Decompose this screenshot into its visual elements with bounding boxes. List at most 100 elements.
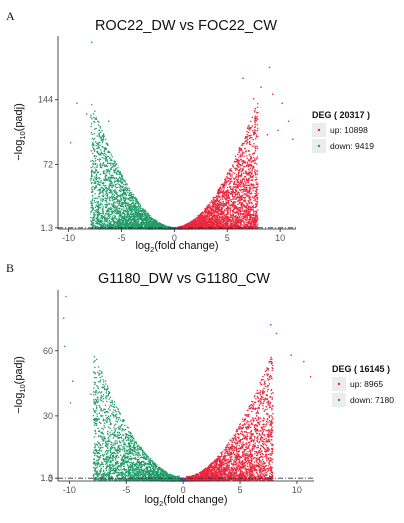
point-down (110, 210, 112, 213)
panel-a-letter: A (6, 9, 15, 23)
point-down (97, 223, 100, 225)
point-down (92, 146, 94, 148)
point-up (253, 184, 255, 187)
point-down (117, 178, 120, 180)
point-down (113, 172, 115, 174)
point-down (121, 186, 123, 188)
point-down (115, 207, 117, 209)
point-up (225, 218, 228, 221)
point-down (93, 220, 95, 222)
point-down (103, 154, 105, 157)
point-down (139, 204, 142, 206)
point-down (124, 193, 127, 196)
point-down (106, 160, 109, 163)
point-down (105, 199, 107, 202)
point-down (94, 225, 97, 227)
point-down (94, 197, 96, 200)
point-up (240, 149, 243, 151)
point-up (246, 155, 248, 157)
point-down (114, 202, 116, 204)
point-down (95, 173, 98, 176)
point-down (98, 193, 100, 195)
point-down (116, 196, 118, 199)
point-down (92, 139, 95, 141)
point-down (93, 224, 95, 227)
point-down (125, 216, 127, 219)
point-down (130, 209, 133, 211)
point-down (127, 219, 130, 222)
point-up (250, 173, 253, 176)
point-down (110, 221, 112, 223)
point-down (155, 221, 157, 224)
point-down (95, 174, 98, 177)
point-down (108, 217, 111, 219)
point-down (114, 217, 116, 219)
point-down (124, 210, 127, 213)
point-down (135, 208, 138, 210)
point-down (129, 218, 131, 221)
point-up (241, 198, 244, 201)
point-down (113, 169, 116, 172)
point-down (101, 156, 104, 159)
point-down (120, 179, 122, 181)
point-down (91, 117, 93, 120)
point-up (248, 153, 250, 156)
point-down (127, 191, 129, 194)
point-down (99, 190, 101, 192)
point-down (99, 144, 101, 146)
point-up (253, 199, 255, 202)
point-down (109, 164, 112, 166)
point-up (237, 203, 239, 206)
point-down (104, 138, 107, 141)
point-down (116, 225, 118, 227)
point-down (140, 217, 143, 220)
point-down (114, 205, 117, 207)
point-down (90, 210, 92, 213)
point-down (138, 214, 140, 216)
point-down (116, 186, 119, 189)
point-down (137, 210, 139, 212)
point-up (218, 220, 221, 222)
point-down (91, 159, 94, 162)
point-up (254, 109, 256, 112)
point-up (252, 138, 254, 141)
point-down (99, 204, 101, 207)
point-down (92, 113, 95, 115)
point-down (113, 160, 115, 162)
point-up (248, 170, 250, 172)
point-down (102, 135, 104, 138)
point-down (111, 220, 113, 223)
point-down (93, 116, 95, 118)
point-down (144, 219, 146, 222)
point-down (120, 225, 122, 227)
point-down (106, 208, 109, 211)
point-up (256, 102, 259, 105)
point-down (90, 223, 92, 226)
point-down (111, 212, 114, 215)
point-down (92, 143, 94, 146)
point-down (123, 180, 125, 182)
point-down (104, 214, 106, 217)
point-down (91, 137, 94, 139)
point-down (123, 192, 126, 195)
point-down (118, 214, 121, 216)
point-down (154, 220, 156, 223)
point-down (162, 225, 165, 227)
point-nodiff (175, 227, 178, 229)
point-down (107, 215, 109, 218)
point-down (103, 150, 106, 152)
point-down (108, 188, 110, 191)
point-up (243, 152, 245, 154)
point-down (120, 194, 123, 196)
point-down (129, 206, 132, 208)
point-down (97, 124, 100, 127)
point-down (124, 201, 126, 203)
point-down (107, 207, 110, 210)
point-down (97, 213, 99, 215)
point-down (103, 178, 105, 180)
point-down (95, 118, 97, 120)
point-down (98, 158, 101, 161)
point-up (228, 183, 230, 185)
point-down (124, 213, 126, 216)
point-down (149, 214, 151, 217)
